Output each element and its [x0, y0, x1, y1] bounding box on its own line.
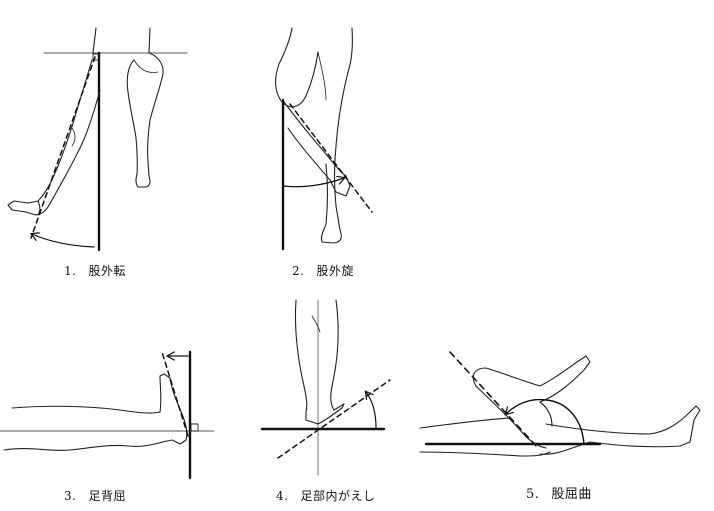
- leg-upper-contour: [11, 405, 161, 414]
- stance-leg: [126, 52, 164, 188]
- hip-joint-marker: [92, 53, 100, 61]
- foot-axis-dashed-line: [161, 351, 189, 437]
- caption-figure-4: 4. 足部内がえし: [276, 487, 375, 504]
- inverted-foot: [305, 403, 345, 425]
- abduction-arrow: [32, 234, 95, 248]
- figure-hip-flexion: [419, 351, 701, 457]
- caption-number: 2.: [292, 264, 305, 278]
- flexed-leg-upper: [472, 355, 591, 403]
- figure-foot-inversion: [260, 299, 391, 476]
- caption-number: 1.: [64, 264, 77, 278]
- caption-label: 股屈曲: [551, 487, 592, 502]
- caption-label: 股外転: [88, 264, 126, 278]
- leg-lower-contour: [3, 439, 173, 451]
- ankle-joint-marker: [190, 423, 199, 432]
- caption-figure-5: 5. 股屈曲: [526, 483, 592, 502]
- figure-hip-abduction: [7, 27, 188, 252]
- caption-figure-1: 1. 股外転: [64, 262, 126, 279]
- figure-ankle-dorsiflexion: [0, 350, 215, 480]
- flexion-arrow: [506, 398, 585, 445]
- caption-number: 4.: [276, 489, 289, 503]
- caption-number: 3.: [64, 489, 77, 503]
- rotation-arrow: [282, 178, 344, 188]
- torso-lower-contour: [419, 451, 551, 457]
- caption-label: 足部内がえし: [300, 489, 376, 503]
- thigh-axis-dashed-line: [449, 351, 539, 449]
- straight-leg: [539, 405, 701, 455]
- inversion-arrow: [366, 392, 377, 429]
- caption-label: 股外旋: [316, 264, 354, 278]
- caption-label: 足背屈: [88, 489, 126, 503]
- stance-leg: [320, 71, 349, 244]
- caption-number: 5.: [526, 487, 540, 502]
- figure-hip-external-rotation: [275, 27, 373, 251]
- sole-axis-dashed-line: [277, 379, 391, 459]
- caption-figure-2: 2. 股外旋: [292, 262, 354, 279]
- abducted-leg: [7, 59, 101, 216]
- flexed-thigh: [275, 27, 307, 108]
- torso-upper-contour: [419, 417, 511, 429]
- dorsiflexed-foot: [159, 373, 188, 445]
- leg-axis-dashed-line: [289, 103, 373, 213]
- flexed-thigh-lower: [475, 385, 547, 449]
- rotated-lower-leg: [283, 101, 351, 197]
- lower-leg-left-contour: [294, 299, 308, 413]
- lower-leg-right-contour: [330, 299, 339, 411]
- leg-axis-dashed-line: [30, 56, 96, 239]
- caption-figure-3: 3. 足背屈: [64, 487, 126, 504]
